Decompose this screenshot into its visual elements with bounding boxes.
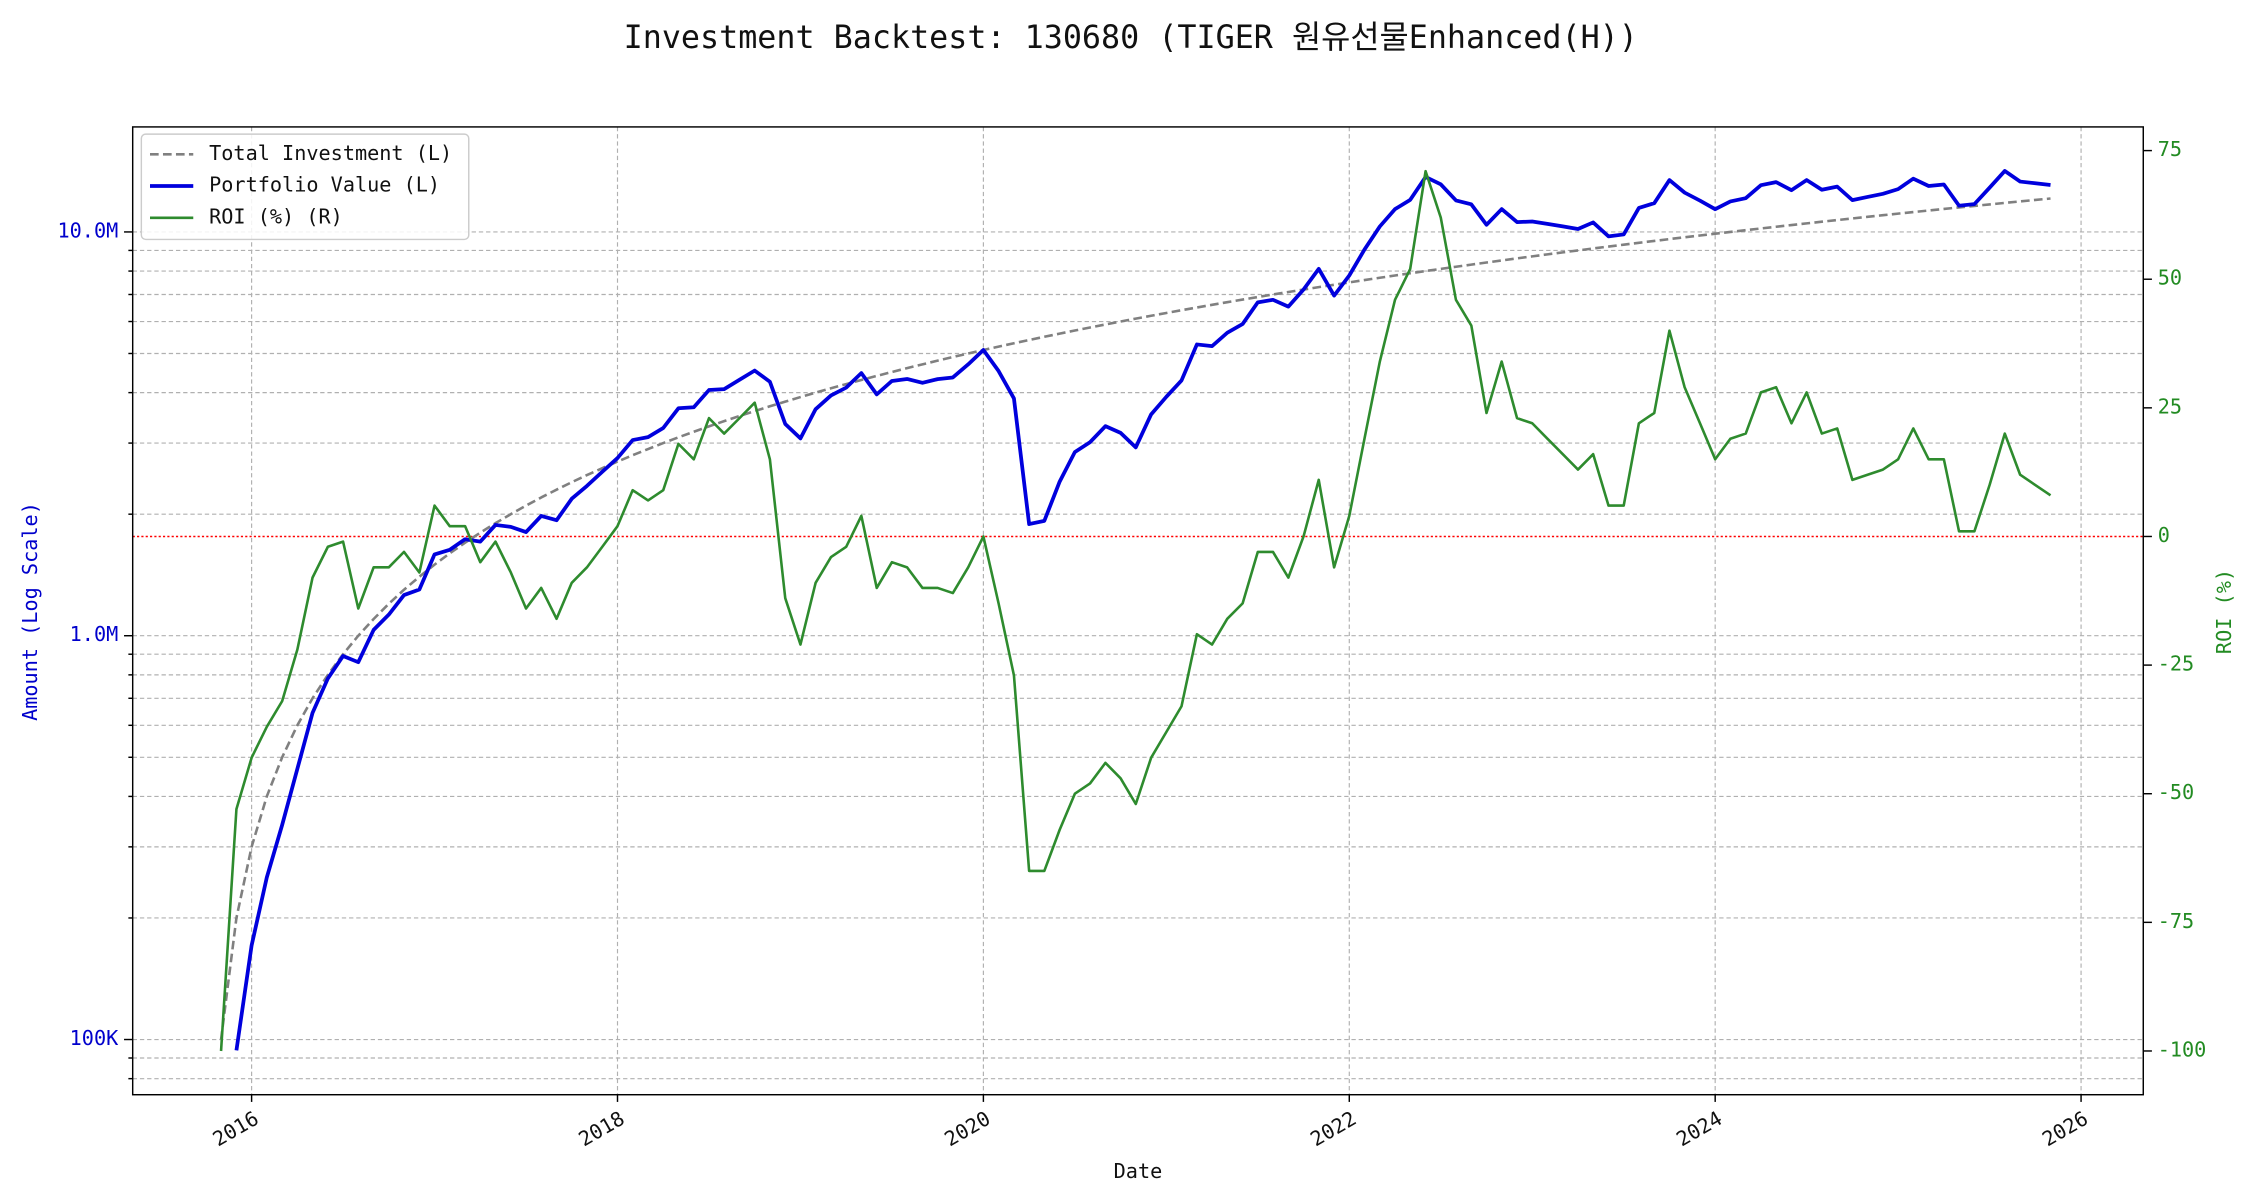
y2-axis-label: ROI (%)	[2212, 569, 2236, 654]
legend-label: ROI (%) (R)	[209, 204, 343, 228]
series-line	[219, 197, 2051, 1040]
y-tick-label: 10.0M	[57, 218, 118, 242]
y2-tick-label: 25	[2158, 394, 2182, 418]
plot-frame	[131, 126, 2144, 1096]
legend-label: Portfolio Value (L)	[209, 173, 440, 197]
grid	[132, 126, 2144, 1095]
legend-box	[140, 133, 470, 241]
y-axis-label: Amount (Log Scale)	[18, 502, 42, 721]
y2-tick-label: -75	[2158, 909, 2194, 933]
plot-area	[132, 169, 2144, 1052]
chart-title: Investment Backtest: 130680 (TIGER 원유선물E…	[624, 20, 1638, 56]
y-tick-label: 100K	[70, 1026, 119, 1050]
y2-tick-label: 50	[2158, 266, 2182, 290]
y2-tick-label: 75	[2158, 137, 2182, 161]
series-line	[234, 169, 2051, 1051]
y2-tick-label: -100	[2158, 1037, 2207, 1061]
series-line	[219, 169, 2052, 1052]
y2-tick-label: -50	[2158, 780, 2194, 804]
legend-label: Total Investment (L)	[209, 141, 452, 165]
y2-tick-label: -25	[2158, 652, 2194, 676]
axes: 2016 2018 2020 2022 2024 2026100K1.0M10.0M-10…	[57, 126, 2207, 1151]
y2-tick-label: 0	[2158, 523, 2170, 547]
x-axis-label: Date	[1114, 1159, 1163, 1183]
y-tick-label: 1.0M	[70, 622, 119, 646]
